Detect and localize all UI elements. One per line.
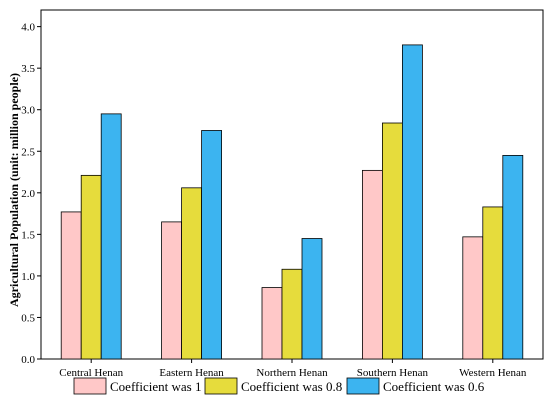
x-tick-label: Southern Henan <box>357 367 429 379</box>
bar <box>301 238 323 360</box>
y-tick-label: 3.0 <box>21 105 35 117</box>
bar <box>261 287 283 360</box>
legend-swatch <box>204 377 238 395</box>
bar <box>161 221 183 360</box>
bar <box>502 155 524 360</box>
legend-label: Coefficient was 0.6 <box>383 379 485 394</box>
bar <box>401 44 423 360</box>
y-tick-label: 2.0 <box>21 188 35 200</box>
bar <box>361 169 383 360</box>
x-tick-label: Western Henan <box>459 367 527 379</box>
y-tick-label: 1.5 <box>21 229 35 241</box>
bar <box>60 211 82 360</box>
y-tick-label: 1.0 <box>21 271 35 283</box>
legend-label: Coefficient was 0.8 <box>241 379 342 394</box>
bar <box>281 268 303 360</box>
bar <box>462 236 484 360</box>
x-tick-label: Northern Henan <box>256 367 328 379</box>
y-tick-label: 0.5 <box>21 312 35 324</box>
legend-label: Coefficient was 1 <box>110 379 201 394</box>
y-tick-label: 2.5 <box>21 146 35 158</box>
y-tick-label: 0.0 <box>21 354 35 366</box>
legend-swatch <box>73 377 107 395</box>
y-tick-label: 4.0 <box>21 22 35 34</box>
x-tick-label: Eastern Henan <box>159 367 224 379</box>
plot-area: 0.0 0.5 1.0 1.5 2.0 2.5 3.0 3.5 4.0 Central Henan… <box>21 9 544 379</box>
bar <box>100 113 122 360</box>
legend-swatch <box>346 377 380 395</box>
x-tick-label: Central Henan <box>59 367 123 379</box>
bar <box>80 174 102 360</box>
bar <box>201 130 223 360</box>
y-tick-label: 3.5 <box>21 63 35 75</box>
bar <box>181 187 203 360</box>
legend: Coefficient was 1 Coefficient was 0.8 Coef… <box>73 377 485 395</box>
bar <box>381 122 403 360</box>
bar <box>482 206 504 360</box>
y-axis-title: Agricultural Population (unit: million p… <box>7 73 21 307</box>
